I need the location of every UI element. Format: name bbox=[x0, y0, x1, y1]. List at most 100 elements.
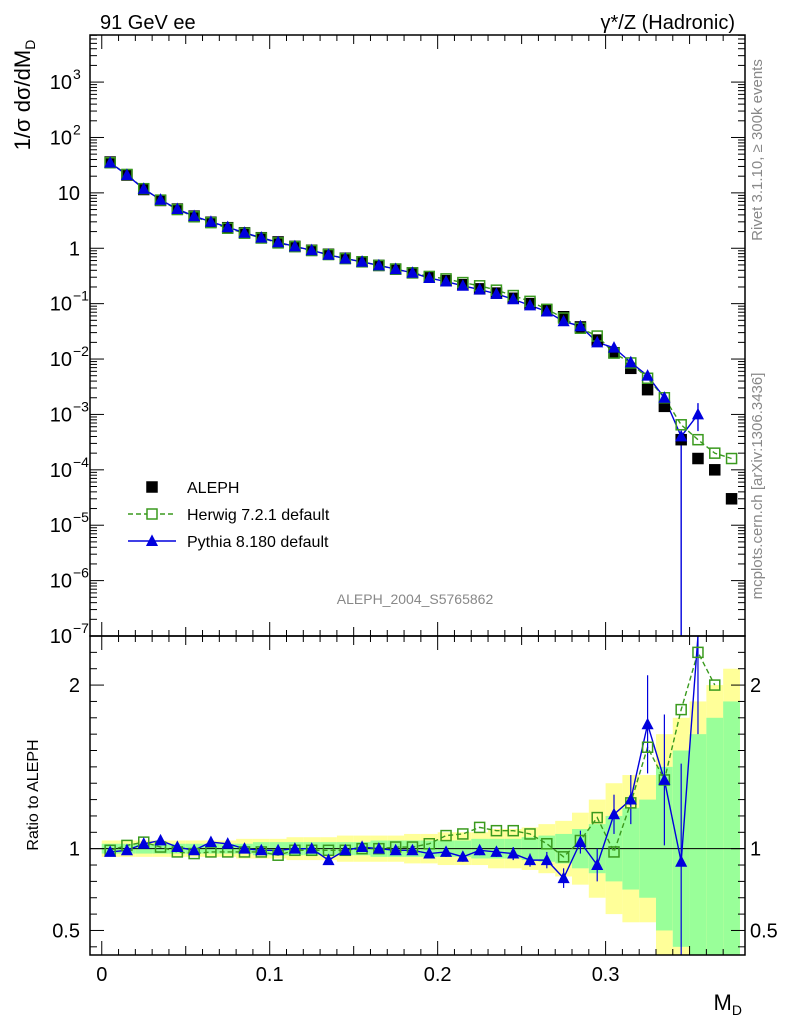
pythia-point bbox=[322, 248, 335, 260]
pythia-ratio-point bbox=[188, 843, 201, 856]
pythia-point bbox=[305, 243, 318, 256]
legend-marker-pythia bbox=[145, 534, 159, 546]
x-tick-label: 0.1 bbox=[256, 964, 284, 986]
ratio-y-tick-label-right: 2 bbox=[750, 675, 761, 697]
x-tick-label: 0 bbox=[96, 964, 107, 986]
y-tick-label: 10 bbox=[50, 571, 72, 593]
pythia-point bbox=[641, 369, 654, 381]
legend-label: Pythia 8.180 default bbox=[187, 534, 329, 551]
x-axis-label: MD bbox=[714, 990, 742, 1018]
pythia-point bbox=[658, 391, 671, 403]
y-tick-label: 10 bbox=[50, 626, 72, 648]
pythia-point bbox=[456, 279, 469, 291]
ratio-y-tick-label-left: 1 bbox=[69, 839, 80, 861]
ratio-uncertainty-bands bbox=[101, 668, 740, 955]
y-tick-exponent: 2 bbox=[73, 121, 81, 137]
pythia-ratio-point bbox=[255, 843, 268, 856]
aleph-point bbox=[692, 452, 704, 465]
herwig-ratio-point bbox=[608, 846, 620, 858]
pythia-point bbox=[523, 298, 537, 311]
pythia-ratio-point bbox=[288, 842, 301, 854]
pythia-point bbox=[272, 235, 285, 248]
pythia-ratio-point bbox=[171, 840, 184, 852]
side-label-rivet: Rivet 3.1.10, ≥ 300k events bbox=[749, 59, 766, 241]
ratio-y-tick-label-right: 0.5 bbox=[750, 920, 778, 942]
pythia-point bbox=[440, 275, 453, 287]
analysis-label: ALEPH_2004_S5765862 bbox=[337, 591, 494, 607]
pythia-point bbox=[473, 282, 486, 295]
pythia-ratio-point bbox=[540, 853, 553, 866]
y-tick-label: 10 bbox=[50, 404, 72, 426]
plot-frames bbox=[89, 34, 746, 956]
herwig-point bbox=[725, 452, 738, 465]
pythia-point bbox=[171, 202, 184, 215]
pythia-ratio-point bbox=[591, 858, 604, 870]
herwig-point bbox=[692, 433, 704, 446]
pythia-point bbox=[104, 156, 117, 168]
pythia-point bbox=[204, 215, 217, 227]
pythia-point bbox=[120, 168, 133, 180]
legend: ALEPH Herwig 7.2.1 default Pythia 8.180 de… bbox=[128, 480, 330, 551]
herwig-point bbox=[709, 447, 721, 459]
pythia-point bbox=[507, 292, 520, 305]
pythia-ratio-point bbox=[641, 717, 654, 730]
pythia-ratio-point bbox=[406, 843, 419, 856]
y-axis-label-ratio: Ratio to ALEPH bbox=[25, 739, 42, 850]
herwig-ratio-point bbox=[440, 829, 452, 842]
ratio-panel-frame bbox=[89, 635, 746, 956]
aleph-point bbox=[641, 383, 654, 396]
y-tick-exponent: 3 bbox=[73, 66, 81, 82]
pythia-ratio-point bbox=[137, 837, 150, 849]
y-tick-exponent: −3 bbox=[73, 398, 89, 414]
y-tick-label: 10 bbox=[58, 183, 80, 205]
y-tick-exponent: −6 bbox=[73, 565, 89, 581]
pythia-point bbox=[557, 314, 570, 327]
herwig-ratio-point bbox=[675, 703, 687, 716]
x-tick-label: 0.2 bbox=[424, 964, 452, 986]
pythia-point bbox=[490, 287, 503, 299]
title-right: γ*/Z (Hadronic) bbox=[601, 12, 735, 34]
pythia-point bbox=[691, 407, 705, 420]
side-label-mcplots: mcplots.cern.ch [arXiv:1306.3436] bbox=[749, 373, 766, 600]
legend-marker-herwig bbox=[146, 508, 158, 520]
pythia-point bbox=[607, 341, 621, 353]
data-series bbox=[104, 156, 738, 955]
herwig-ratio-point bbox=[507, 824, 519, 837]
pythia-line bbox=[109, 162, 699, 438]
ratio-y-tick-label-left: 0.5 bbox=[52, 920, 80, 942]
pythia-point bbox=[255, 231, 268, 243]
pythia-point bbox=[389, 262, 402, 275]
pythia-ratio-point bbox=[372, 842, 385, 854]
pythia-point bbox=[221, 220, 234, 233]
y-tick-label: 10 bbox=[50, 460, 72, 482]
axis-ticks bbox=[90, 34, 745, 955]
herwig-ratio-point bbox=[591, 811, 603, 824]
herwig-ratio-point bbox=[490, 824, 503, 837]
pythia-point bbox=[288, 239, 301, 252]
pythia-point bbox=[675, 429, 688, 442]
pythia-ratio-point bbox=[675, 855, 688, 867]
y-tick-exponent: −1 bbox=[73, 288, 89, 304]
title-left: 91 GeV ee bbox=[100, 12, 196, 34]
ratio-y-tick-label-left: 2 bbox=[69, 675, 80, 697]
pythia-ratio-point bbox=[456, 850, 469, 862]
pythia-point bbox=[238, 226, 251, 238]
y-tick-label: 10 bbox=[50, 349, 72, 371]
y-tick-exponent: −7 bbox=[73, 620, 89, 636]
pythia-ratio-point bbox=[339, 843, 352, 856]
herwig-ratio-point bbox=[692, 646, 704, 659]
pythia-ratio-point bbox=[523, 853, 537, 866]
aleph-point bbox=[709, 464, 721, 476]
herwig-ratio-point bbox=[557, 851, 570, 863]
pythia-ratio-point bbox=[154, 833, 167, 846]
ratio-y-tick-label-right: 1 bbox=[750, 839, 761, 861]
pythia-point bbox=[339, 252, 352, 264]
herwig-line bbox=[109, 162, 732, 460]
pythia-ratio-point bbox=[473, 843, 486, 856]
pythia-ratio-point bbox=[356, 840, 369, 852]
pythia-ratio-point bbox=[658, 773, 671, 785]
aleph-point bbox=[725, 493, 738, 505]
pythia-point bbox=[372, 258, 385, 271]
